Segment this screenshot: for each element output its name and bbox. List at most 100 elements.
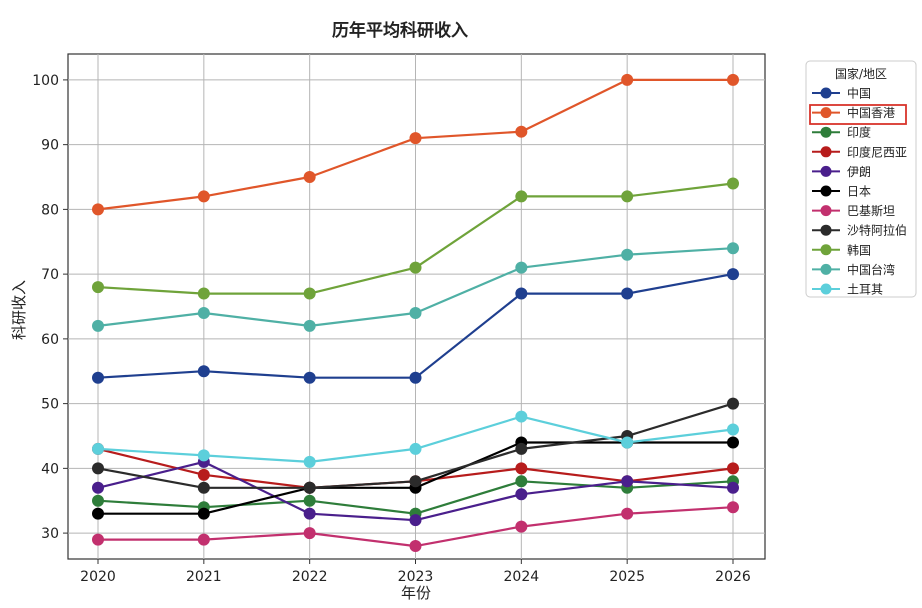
data-point [197,449,210,462]
y-tick-label: 50 [41,397,59,413]
x-tick-label: 2023 [398,569,434,585]
x-tick-label: 2022 [292,569,328,585]
data-point [727,177,739,190]
legend-label: 沙特阿拉伯 [847,223,907,238]
legend-marker [820,185,832,197]
data-point [409,371,422,384]
x-tick-label: 2021 [186,569,222,585]
data-point [515,190,528,203]
data-point [727,501,739,514]
data-point [92,494,104,507]
data-point [197,287,210,300]
legend-marker [820,107,832,119]
series-group [92,242,739,332]
data-point [727,242,739,255]
data-point [515,410,528,423]
legend-marker [820,283,832,295]
y-tick-label: 60 [41,332,59,348]
legend-item: 中国 [812,86,871,101]
series-group [92,73,739,216]
grid-lines [68,54,765,559]
legend-title: 国家/地区 [835,66,887,81]
data-point [197,507,210,520]
data-point [197,190,210,203]
data-point [303,371,316,384]
legend-label: 巴基斯坦 [847,204,895,218]
legend-marker [820,205,832,217]
data-point [515,475,528,488]
data-point [727,423,739,436]
data-point [621,248,634,261]
x-axis-label: 年份 [401,584,431,602]
legend-marker [820,146,832,158]
y-tick-label: 100 [32,73,59,89]
legend-item: 伊朗 [812,165,871,179]
x-tick-label: 2020 [80,569,116,585]
series-group [92,475,739,520]
legend-marker [820,126,832,138]
data-point [92,281,104,294]
legend-item: 沙特阿拉伯 [812,223,907,238]
data-point [303,527,316,540]
legend-item: 韩国 [812,242,871,257]
y-tick-label: 70 [41,267,59,283]
legend-item: 巴基斯坦 [812,204,895,218]
legend-highlight-box [809,104,907,125]
y-axis-label: 科研收入 [10,280,28,340]
data-point [409,261,422,274]
legend-marker [820,244,832,256]
data-point [409,132,422,145]
legend-item: 土耳其 [812,283,883,297]
legend-label: 印度尼西亚 [847,144,907,159]
data-point [409,540,422,553]
data-point [92,481,104,494]
legend-marker [820,87,832,99]
data-point [303,319,316,332]
y-tick-label: 40 [41,461,59,477]
data-point [197,306,210,319]
data-point [515,287,528,300]
legend-label: 土耳其 [847,283,883,297]
series-group [92,268,739,384]
legend-item: 中国台湾 [812,262,895,277]
data-point [515,462,528,475]
data-point [197,365,210,378]
legend-item: 日本 [812,185,871,199]
series-group [92,410,739,468]
data-point [621,190,634,203]
data-point [409,306,422,319]
series-layer [92,73,739,553]
x-tick-label: 2025 [609,569,645,585]
data-point [409,514,422,527]
data-point [92,507,104,520]
legend-label: 日本 [847,185,871,199]
legend: 国家/地区 中国中国香港印度印度尼西亚伊朗日本巴基斯坦沙特阿拉伯韩国中国台湾土耳… [805,60,917,298]
data-point [303,171,316,184]
data-point [92,319,104,332]
data-point [515,442,528,455]
legend-marker [820,165,832,177]
data-point [92,371,104,384]
data-point [621,436,634,449]
data-point [727,73,739,86]
data-point [515,125,528,138]
x-tick-label: 2026 [715,569,751,585]
data-point [197,533,210,546]
data-point [515,261,528,274]
chart-title: 历年平均科研收入 [332,20,468,41]
data-point [303,287,316,300]
data-point [197,468,210,481]
data-point [92,462,104,475]
legend-marker [820,263,832,275]
legend-marker [820,224,832,236]
data-point [621,475,634,488]
data-point [92,442,104,455]
data-point [515,488,528,501]
legend-label: 韩国 [847,242,871,257]
legend-item: 印度 [812,125,871,140]
series-group [92,455,739,527]
series-group [92,501,739,553]
data-point [515,520,528,533]
data-point [727,481,739,494]
